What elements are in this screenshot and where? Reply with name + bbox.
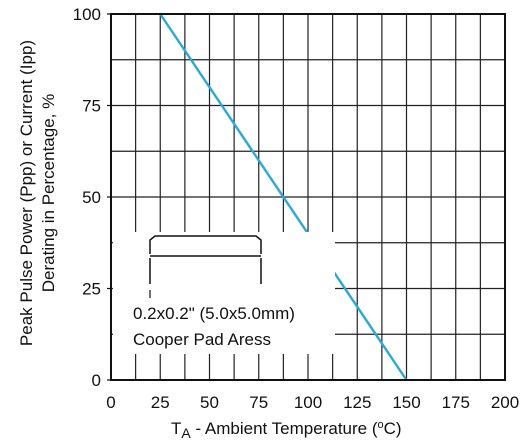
y-axis-label-line-1: Peak Pulse Power (Ppp) or Current (Ipp)	[17, 40, 36, 346]
y-tick-label: 100	[73, 5, 101, 24]
x-tick-label: 125	[343, 393, 371, 412]
y-tick-label: 75	[82, 97, 101, 116]
pad-annotation: 0.2x0.2" (5.0x5.0mm) Cooper Pad Aress	[113, 232, 335, 354]
x-tick-label: 175	[442, 393, 470, 412]
annotation-line-2: Cooper Pad Aress	[133, 330, 271, 349]
y-axis-label-line-2: Derating in Percentage, %	[39, 94, 58, 292]
x-axis-label-subscript: A	[181, 425, 191, 441]
tick-labels: 0 25 50 75 100 125 150 175 200 0 25 50 75 100	[73, 5, 520, 412]
annotation-line-1: 0.2x0.2" (5.0x5.0mm)	[133, 304, 295, 323]
x-tick-label: 0	[106, 393, 115, 412]
x-tick-label: 75	[249, 393, 268, 412]
x-axis-label-degree: o	[378, 419, 384, 431]
series-layer	[159, 13, 408, 381]
x-axis-label-symbol: T	[171, 419, 181, 438]
x-tick-label: 200	[491, 393, 519, 412]
x-tick-label: 50	[200, 393, 219, 412]
x-axis-label-unit: C)	[384, 419, 402, 438]
x-tick-label: 25	[151, 393, 170, 412]
x-axis-label-text: - Ambient Temperature (	[191, 419, 378, 438]
series-line	[159, 13, 408, 381]
y-tick-label: 25	[82, 280, 101, 299]
x-tick-label: 150	[392, 393, 420, 412]
pad-outline-icon	[149, 235, 262, 284]
x-axis-label: TA - Ambient Temperature (oC)	[171, 419, 402, 441]
y-tick-label: 0	[92, 371, 101, 390]
x-tick-label: 100	[294, 393, 322, 412]
y-tick-label: 50	[82, 188, 101, 207]
